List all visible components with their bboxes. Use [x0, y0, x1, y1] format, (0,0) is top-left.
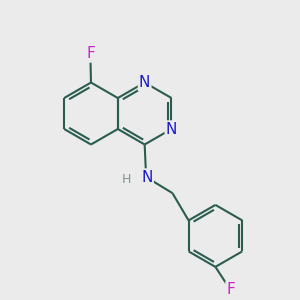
Text: F: F [86, 46, 95, 62]
Text: H: H [122, 173, 132, 186]
Text: N: N [141, 169, 153, 184]
Text: N: N [139, 75, 150, 90]
Text: N: N [166, 122, 177, 136]
Text: F: F [226, 282, 235, 297]
